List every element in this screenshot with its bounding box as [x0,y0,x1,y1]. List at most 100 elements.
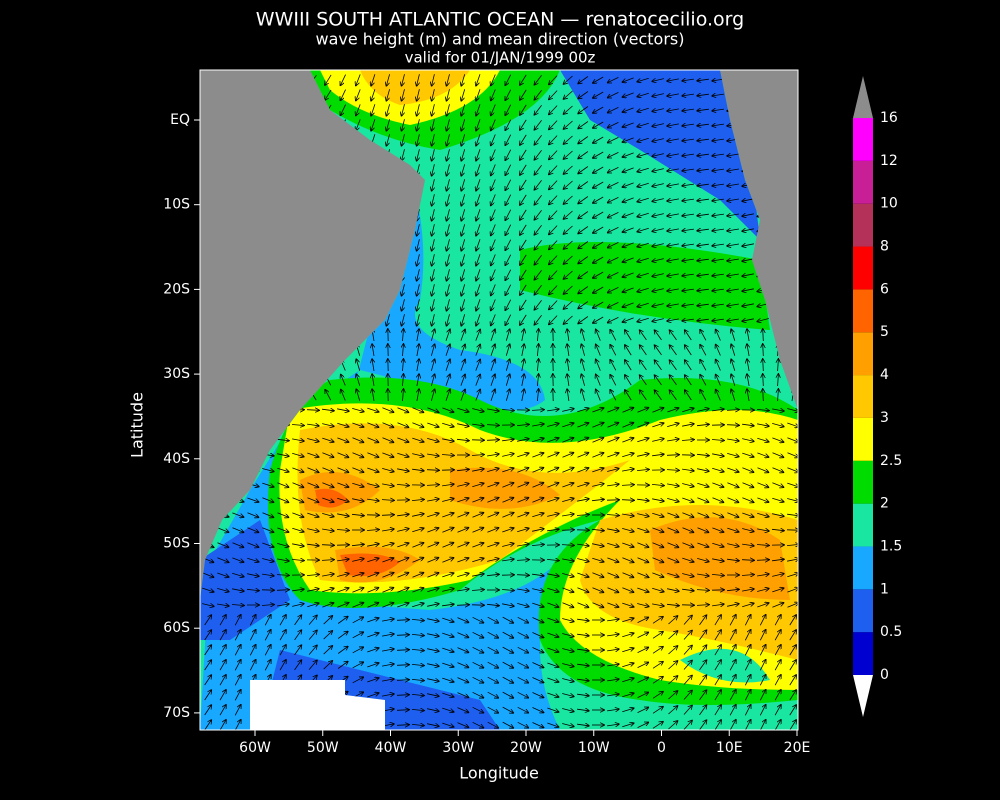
wave-vector [549,75,558,85]
wave-vector [549,240,558,250]
wave-vector [637,167,649,171]
wave-vector [432,89,435,101]
wave-vector [447,314,450,326]
wave-vector [640,345,647,356]
x-tick-label: 50W [307,740,339,756]
colorbar-label: 6 [880,281,889,297]
wave-vector [447,134,450,146]
wave-vector [412,454,424,457]
wave-vector [432,164,435,176]
wave-vector [367,437,379,443]
wave-vector [445,374,450,386]
wave-vector [461,239,466,251]
wave-vector [581,374,585,386]
wave-vector [491,224,496,236]
wave-vector [667,139,679,141]
wave-vector [417,344,419,356]
wave-vector [625,390,632,401]
wave-vector [667,214,679,216]
wave-vector [742,289,754,291]
wave-vector [727,319,739,321]
wave-vector [564,90,573,99]
wave-vector [471,455,484,456]
wave-vector [432,224,435,236]
wave-vector [447,74,450,86]
wave-vector [742,259,754,261]
wave-vector [486,425,499,426]
wave-vector [622,107,634,112]
wave-vector [417,389,419,401]
y-tick-label: 40S [163,451,190,467]
wave-vector [277,454,289,457]
wave-vector [337,422,348,427]
wave-vector [757,424,769,426]
wave-vector [562,483,573,488]
wave-vector [667,484,679,486]
wave-vector [262,497,273,502]
wave-vector [712,184,724,186]
wave-vector [622,242,634,247]
wave-vector [682,184,694,186]
wave-vector [340,89,346,101]
wave-vector [670,375,677,386]
wave-vector [460,359,465,371]
wave-vector [532,424,544,426]
wave-vector [562,438,573,443]
wave-vector [581,389,585,401]
wave-vector [742,439,754,442]
wave-vector [685,375,692,386]
wave-vector [697,409,709,412]
wave-vector [532,438,544,443]
wave-vector [532,453,543,458]
wave-vector [608,167,619,172]
wave-vector [534,104,542,115]
wave-vector [593,76,604,83]
wave-vector [397,452,408,457]
wave-vector [622,287,634,292]
wave-vector [682,408,693,413]
wave-vector [652,259,664,262]
wave-vector [742,424,754,426]
colorbar-segment [853,160,873,204]
wave-vector [564,75,573,84]
wave-vector [682,424,694,426]
wave-vector [417,104,420,116]
wave-vector [716,390,721,401]
wave-vector [277,482,288,487]
wave-vector [622,77,634,82]
wave-vector [402,149,405,161]
wave-vector [456,469,469,470]
wave-vector [447,179,450,191]
wave-vector [731,374,736,386]
wave-vector [517,439,529,442]
wave-vector [534,134,542,145]
colorbar-segment [853,546,873,590]
wave-vector [700,345,707,356]
wave-vector [307,482,319,488]
wave-vector [432,239,435,251]
wave-vector [712,304,724,306]
wave-vector [567,359,569,371]
wave-vector [564,225,573,234]
wave-vector [652,154,664,157]
y-axis: EQ 10S 20S 30S 40S 50S 60S 70S [163,112,200,721]
wave-vector [577,438,589,443]
colorbar-label: 8 [880,239,889,255]
wave-vector [367,483,379,487]
wave-vector [622,152,634,157]
wave-vector [432,314,435,326]
wave-vector [403,374,404,387]
wave-vector [681,440,694,441]
wave-vector [352,408,364,411]
wave-vector [640,390,647,401]
wave-vector [417,269,420,281]
wave-vector [697,94,709,96]
wave-vector [787,482,798,487]
wave-vector [505,164,512,176]
wave-vector [549,150,558,160]
wave-vector [578,136,589,144]
colorbar-segment [853,375,873,418]
wave-vector [341,390,346,401]
wave-vector [505,89,512,101]
wave-vector [522,389,524,401]
